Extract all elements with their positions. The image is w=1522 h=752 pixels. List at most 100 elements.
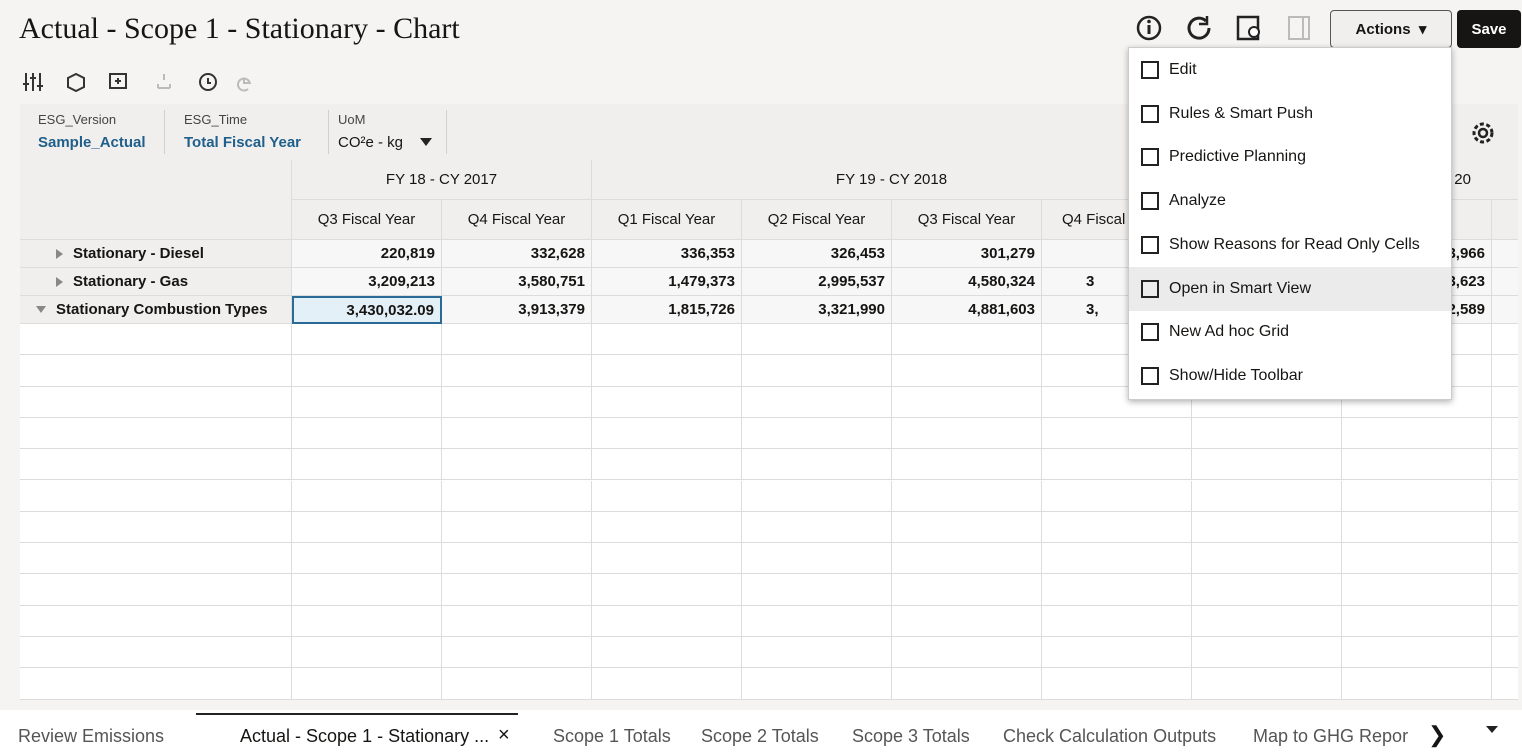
menu-label: Analyze: [1169, 192, 1226, 210]
data-cell[interactable]: 3,321,990: [742, 296, 892, 324]
tab[interactable]: Review Emissions: [18, 726, 165, 746]
empty-cell: [742, 668, 892, 700]
data-cell[interactable]: 2,995,537: [742, 268, 892, 296]
data-cell[interactable]: 3,430,032.09: [292, 296, 442, 324]
data-cell[interactable]: 4,881,603: [892, 296, 1042, 324]
expand-toggle[interactable]: [36, 306, 46, 313]
cell-value: 220,819: [380, 245, 435, 262]
empty-cell: [292, 668, 442, 700]
empty-cell: [292, 417, 442, 450]
menu-icon: [1141, 104, 1159, 123]
menu-item[interactable]: Show Reasons for Read Only Cells: [1129, 223, 1451, 267]
empty-cell: [1492, 512, 1518, 544]
data-cell[interactable]: 301,279: [892, 240, 1042, 268]
empty-cell: [442, 543, 592, 575]
pov-divider: [164, 110, 165, 154]
empty-cell: [1342, 637, 1492, 669]
tab[interactable]: Scope 3 Totals: [852, 726, 970, 746]
empty-cell: [442, 324, 592, 356]
actions-menu: Edit Rules & Smart Push Predictive Plannin…: [1128, 47, 1452, 400]
empty-cell: [742, 355, 892, 387]
tab-scroll-right[interactable]: ❯: [1428, 722, 1447, 747]
row-label: Stationary Combustion Types: [56, 301, 268, 318]
empty-cell: [1342, 417, 1492, 450]
data-cell[interactable]: 336,353: [592, 240, 742, 268]
empty-cell: [1192, 480, 1342, 512]
empty-cell: [592, 355, 742, 387]
pov-label: UoM: [338, 112, 366, 127]
empty-cell: [742, 449, 892, 481]
empty-cell: [592, 386, 742, 418]
data-cell[interactable]: 1,479,373: [592, 268, 742, 296]
empty-cell: [1342, 480, 1492, 512]
data-cell[interactable]: 326,453: [742, 240, 892, 268]
column-group-label: FY 19 - CY 2018: [835, 171, 948, 188]
actions-button[interactable]: Actions ▾: [1330, 10, 1452, 48]
data-cell[interactable]: 4,580,324: [892, 268, 1042, 296]
data-cell[interactable]: [1492, 240, 1518, 268]
column-group-header: FY 19 - CY 2018: [592, 160, 1192, 200]
data-cell[interactable]: 3,913,379: [442, 296, 592, 324]
data-cell[interactable]: 1,815,726: [592, 296, 742, 324]
row-header: Stationary - Diesel: [20, 240, 292, 268]
pov-value[interactable]: Total Fiscal Year: [184, 134, 302, 151]
empty-cell: [592, 324, 742, 356]
empty-cell: [1042, 637, 1192, 669]
empty-cell: [742, 637, 892, 669]
tab-menu[interactable]: [1486, 726, 1498, 733]
pov-value[interactable]: CO²e - kg: [338, 134, 404, 151]
data-cell[interactable]: 3,209,213: [292, 268, 442, 296]
tab[interactable]: Map to GHG Repor: [1253, 726, 1409, 746]
tab[interactable]: Check Calculation Outputs: [1003, 726, 1217, 746]
settings-icon[interactable]: [1468, 118, 1498, 148]
active-tab[interactable]: Actual - Scope 1 - Stationary ...: [240, 726, 490, 746]
empty-cell: [1042, 417, 1192, 450]
empty-cell: [892, 574, 1042, 606]
empty-cell: [1042, 605, 1192, 637]
column-group-header: FY 18 - CY 2017: [292, 160, 592, 200]
menu-icon: [1141, 279, 1159, 298]
menu-item[interactable]: Predictive Planning: [1129, 135, 1451, 179]
data-cell[interactable]: 332,628: [442, 240, 592, 268]
expand-toggle[interactable]: [56, 248, 63, 259]
column-group-label: FY 18 - CY 2017: [385, 171, 498, 188]
cell-value: 2,589: [1447, 301, 1485, 318]
empty-cell: [592, 449, 742, 481]
menu-item[interactable]: Edit: [1129, 48, 1451, 92]
empty-cell: [1192, 543, 1342, 575]
data-cell[interactable]: 220,819: [292, 240, 442, 268]
pov-divider: [328, 110, 329, 154]
pov-value[interactable]: Sample_Actual: [38, 134, 146, 151]
save-button[interactable]: Save: [1457, 10, 1521, 48]
empty-cell: [1192, 511, 1342, 544]
pov-label: ESG_Version: [38, 112, 117, 127]
data-cell[interactable]: [1492, 268, 1518, 296]
empty-cell: [892, 386, 1042, 418]
cell-value: 301,279: [980, 245, 1035, 262]
row-header: Stationary - Gas: [20, 268, 292, 296]
menu-item[interactable]: Analyze: [1129, 179, 1451, 223]
tab[interactable]: Scope 1 Totals: [553, 726, 671, 746]
empty-cell: [20, 355, 292, 387]
data-cell[interactable]: 3,580,751: [442, 268, 592, 296]
empty-cell: [20, 386, 292, 418]
row-header: Stationary Combustion Types: [20, 296, 292, 324]
tab-close[interactable]: ×: [498, 724, 510, 746]
expand-toggle[interactable]: [56, 276, 63, 287]
menu-item[interactable]: Open in Smart View: [1129, 266, 1451, 311]
empty-cell: [742, 417, 892, 450]
column-header-label: Q2 Fiscal Year: [767, 211, 866, 228]
menu-item[interactable]: New Ad hoc Grid: [1129, 310, 1451, 354]
empty-cell: [892, 324, 1042, 356]
menu-item[interactable]: Show/Hide Toolbar: [1129, 354, 1451, 398]
empty-cell: [1192, 574, 1342, 606]
data-cell[interactable]: [1492, 296, 1518, 324]
cell-value: 3,580,751: [518, 273, 585, 290]
empty-cell: [592, 637, 742, 669]
tab[interactable]: Scope 2 Totals: [701, 726, 819, 746]
empty-cell: [1492, 543, 1518, 575]
empty-cell: [1342, 668, 1492, 700]
menu-label: New Ad hoc Grid: [1169, 323, 1290, 341]
menu-item[interactable]: Rules & Smart Push: [1129, 92, 1451, 136]
empty-cell: [292, 543, 442, 575]
